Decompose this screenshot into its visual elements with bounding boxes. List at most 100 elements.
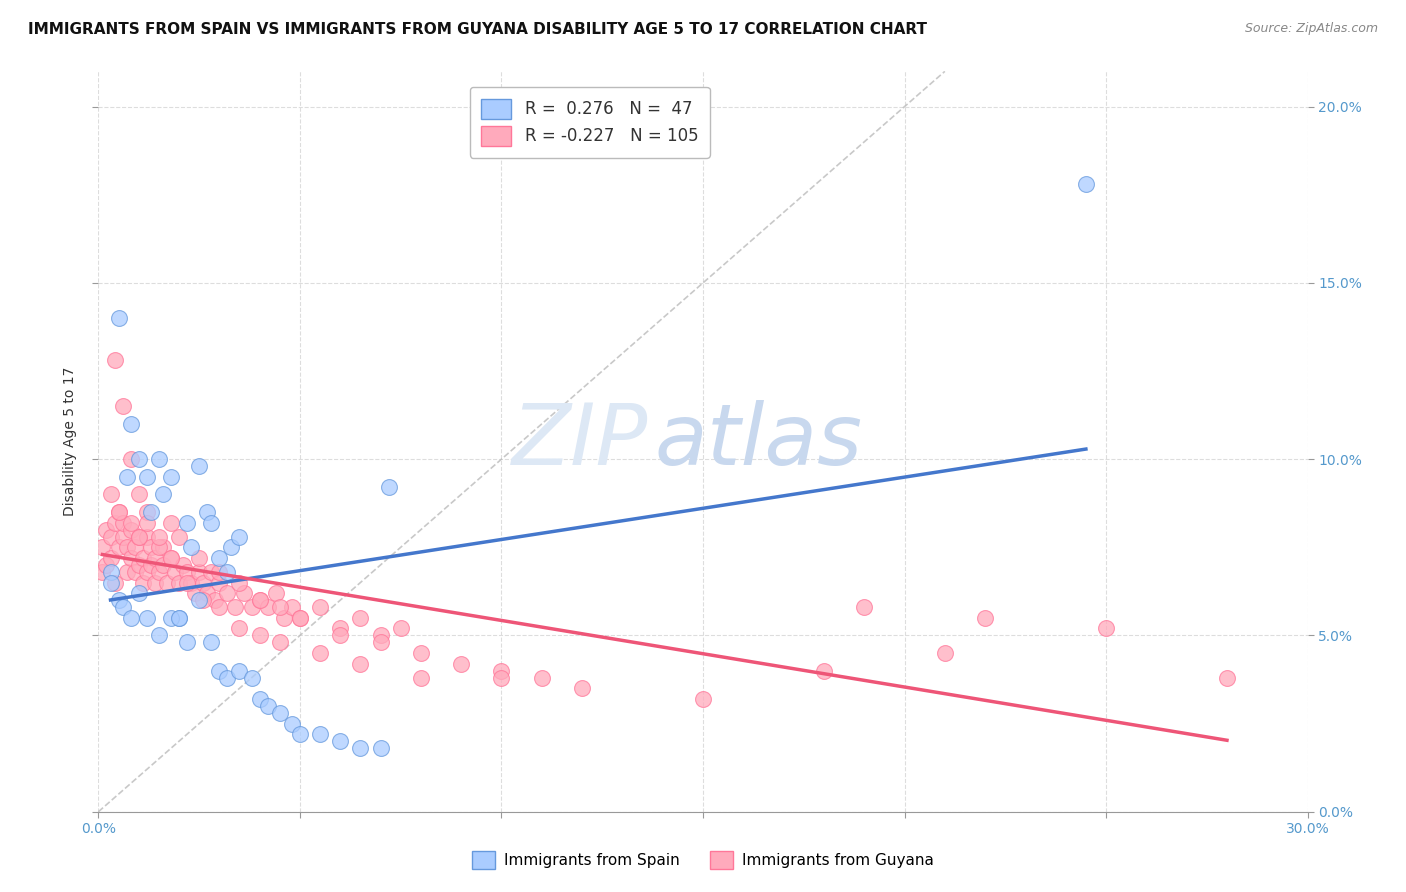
Point: [195, 586, 218, 600]
Point: [111, 399, 134, 413]
Point: [370, 635, 392, 649]
Point: [128, 530, 150, 544]
Y-axis label: Disability Age 5 to 17: Disability Age 5 to 17: [63, 367, 77, 516]
Point: [132, 575, 155, 590]
Point: [1216, 671, 1239, 685]
Point: [163, 565, 186, 579]
Point: [96, 523, 118, 537]
Point: [111, 516, 134, 530]
Point: [128, 586, 150, 600]
Text: Source: ZipAtlas.com: Source: ZipAtlas.com: [1244, 22, 1378, 36]
Point: [100, 550, 122, 565]
Point: [281, 600, 304, 615]
Point: [176, 575, 198, 590]
Point: [167, 611, 190, 625]
Text: ZIP: ZIP: [512, 400, 648, 483]
Point: [329, 628, 352, 642]
Point: [160, 516, 183, 530]
Point: [128, 530, 150, 544]
Point: [100, 565, 122, 579]
Text: atlas: atlas: [655, 400, 863, 483]
Point: [530, 671, 553, 685]
Point: [188, 459, 211, 474]
Point: [256, 698, 278, 713]
Point: [288, 727, 311, 741]
Legend: Immigrants from Spain, Immigrants from Guyana: Immigrants from Spain, Immigrants from G…: [465, 845, 941, 875]
Point: [208, 575, 231, 590]
Point: [160, 550, 183, 565]
Point: [135, 565, 157, 579]
Point: [281, 716, 304, 731]
Point: [124, 541, 146, 555]
Point: [208, 550, 231, 565]
Point: [269, 635, 291, 649]
Point: [143, 550, 166, 565]
Point: [107, 505, 129, 519]
Point: [139, 505, 162, 519]
Point: [200, 635, 222, 649]
Point: [120, 550, 142, 565]
Point: [389, 621, 412, 635]
Point: [217, 586, 239, 600]
Point: [309, 727, 332, 741]
Point: [224, 600, 246, 615]
Point: [217, 671, 239, 685]
Point: [120, 417, 142, 431]
Point: [273, 611, 295, 625]
Point: [103, 516, 125, 530]
Point: [143, 575, 166, 590]
Point: [100, 575, 122, 590]
Point: [91, 541, 114, 555]
Point: [135, 516, 157, 530]
Point: [240, 600, 263, 615]
Point: [288, 611, 311, 625]
Point: [120, 516, 142, 530]
Point: [100, 530, 122, 544]
Point: [309, 600, 332, 615]
Point: [135, 530, 157, 544]
Point: [377, 480, 399, 494]
Point: [491, 671, 513, 685]
Point: [107, 505, 129, 519]
Point: [200, 565, 222, 579]
Point: [115, 470, 138, 484]
Point: [128, 487, 150, 501]
Point: [228, 575, 250, 590]
Point: [100, 487, 122, 501]
Point: [107, 593, 129, 607]
Point: [139, 541, 162, 555]
Text: IMMIGRANTS FROM SPAIN VS IMMIGRANTS FROM GUYANA DISABILITY AGE 5 TO 17 CORRELATI: IMMIGRANTS FROM SPAIN VS IMMIGRANTS FROM…: [28, 22, 927, 37]
Point: [111, 600, 134, 615]
Point: [148, 452, 170, 467]
Point: [188, 593, 211, 607]
Point: [269, 600, 291, 615]
Point: [193, 593, 215, 607]
Point: [107, 311, 129, 326]
Point: [329, 621, 352, 635]
Point: [128, 558, 150, 572]
Point: [409, 671, 432, 685]
Point: [240, 671, 263, 685]
Point: [160, 611, 183, 625]
Point: [692, 692, 714, 706]
Point: [135, 505, 157, 519]
Point: [1074, 177, 1097, 191]
Point: [172, 558, 194, 572]
Point: [349, 657, 371, 671]
Point: [288, 611, 311, 625]
Point: [934, 646, 956, 660]
Point: [221, 541, 243, 555]
Point: [309, 646, 332, 660]
Point: [132, 550, 155, 565]
Point: [184, 586, 207, 600]
Point: [107, 541, 129, 555]
Point: [974, 611, 997, 625]
Point: [349, 741, 371, 756]
Point: [156, 575, 179, 590]
Point: [204, 593, 226, 607]
Point: [249, 593, 271, 607]
Point: [370, 741, 392, 756]
Point: [120, 523, 142, 537]
Point: [329, 734, 352, 748]
Point: [249, 593, 271, 607]
